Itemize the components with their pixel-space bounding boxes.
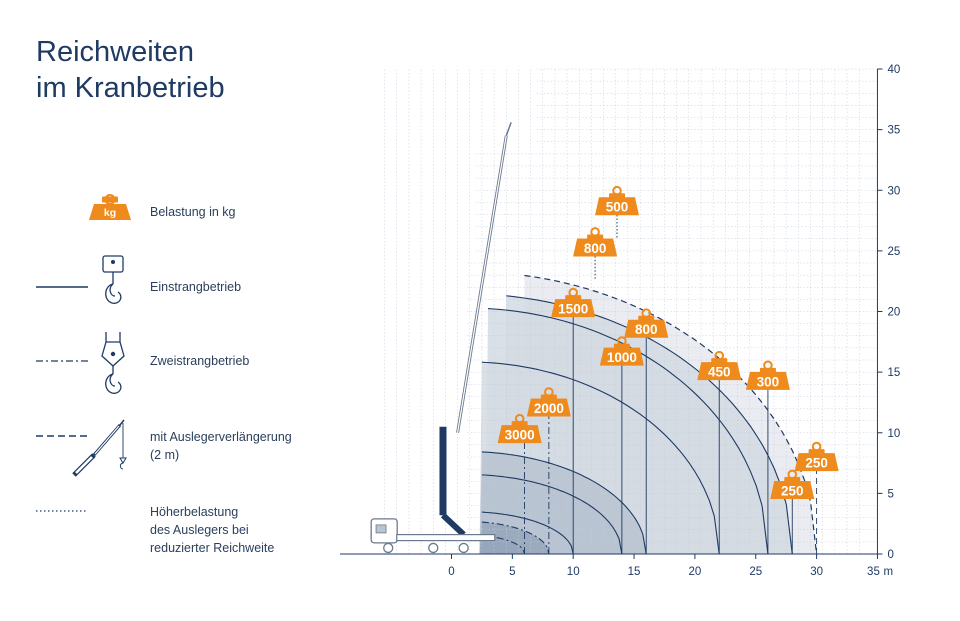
load-label-text: 250: [781, 483, 804, 498]
weight-badge-icon: kg: [89, 194, 131, 220]
y-tick-label: 30: [887, 185, 900, 197]
load-label: 250: [770, 469, 815, 499]
legend-extension-label: mit Auslegerverlängerung (2 m): [150, 428, 292, 464]
load-curve-single: [481, 451, 647, 555]
title-line-1: Reichweiten: [36, 36, 194, 68]
y-tick-label: 40: [887, 64, 900, 76]
load-label: 2000: [526, 387, 571, 417]
load-curve-single: [481, 361, 720, 555]
truck-window: [375, 524, 387, 534]
weight-badge-text: kg: [104, 207, 116, 219]
load-label-text: 2000: [534, 401, 564, 416]
load-label-text: 450: [708, 365, 731, 380]
legend-graphics: kg: [36, 194, 131, 512]
x-tick-label: 10: [567, 566, 580, 578]
load-label: 250: [794, 441, 839, 472]
single-hook-icon: [102, 255, 124, 304]
crane-boom-inner: [456, 135, 507, 433]
y-tick-label: 15: [887, 367, 900, 379]
legend: kg: [0, 0, 340, 621]
load-label-text: 1000: [607, 350, 637, 365]
load-label-text: 1500: [558, 302, 588, 317]
x-tick-label: 30: [810, 566, 823, 578]
load-label: 800: [624, 308, 669, 338]
load-label-text: 3000: [505, 428, 535, 443]
load-curve-single: [481, 511, 574, 555]
y-tick-label: 20: [887, 307, 900, 319]
crane-knuckle: [440, 513, 466, 537]
y-tick-label: 0: [887, 549, 893, 561]
load-label: 1500: [551, 287, 596, 318]
load-label: 300: [745, 360, 790, 390]
truck-bed: [396, 533, 496, 542]
x-tick-label: 35: [867, 566, 880, 578]
load-curve-single: [506, 295, 793, 555]
legend-extension-line-2: (2 m): [150, 448, 180, 462]
truck-wheel: [428, 542, 439, 554]
load-label-text: 300: [757, 374, 780, 389]
y-tick-label: 25: [887, 246, 900, 258]
y-tick-label: 10: [887, 428, 900, 440]
legend-load-label: Belastung in kg: [150, 205, 236, 219]
load-label: 3000: [497, 413, 542, 444]
load-label: 800: [573, 227, 618, 257]
x-tick-label: 20: [689, 566, 702, 578]
crane-truck: [370, 122, 512, 554]
title-line-2: im Kranbetrieb: [36, 72, 225, 104]
load-label: 1000: [599, 336, 644, 366]
load-curve-double: [481, 534, 526, 555]
legend-double-label: Zweistrangbetrieb: [150, 354, 250, 368]
load-curve-single: [481, 474, 623, 555]
x-tick-label: 15: [628, 566, 641, 578]
legend-extension-line-1: mit Auslegerverlängerung: [150, 430, 292, 444]
legend-single-label: Einstrangbetrieb: [150, 280, 242, 294]
load-label-text: 800: [635, 322, 658, 337]
page-title: Reichweiten im Kranbetrieb: [36, 34, 225, 106]
load-label: 450: [697, 350, 742, 381]
y-tick-label: 35: [887, 125, 900, 137]
crane-tip: [505, 122, 512, 136]
x-axis-unit: m: [883, 566, 893, 578]
load-zones: [479, 275, 817, 554]
load-curve-double: [481, 521, 550, 555]
truck-wheel: [383, 542, 394, 554]
truck-wheel: [458, 542, 469, 554]
legend-overload-line-3: reduzierter Reichweite: [150, 541, 275, 555]
load-label: 500: [595, 185, 640, 216]
boom-extension-icon: [72, 419, 127, 477]
load-label-text: 800: [584, 241, 607, 256]
legend-overload-label: Höherbelastung des Auslegers bei reduzie…: [150, 503, 274, 557]
y-tick-label: 5: [887, 488, 893, 500]
load-label-text: 250: [805, 456, 828, 471]
legend-overload-line-1: Höherbelastung: [150, 505, 239, 519]
x-tick-label: 25: [749, 566, 762, 578]
load-label-text: 500: [606, 200, 629, 215]
x-tick-label: 0: [448, 566, 454, 578]
legend-overload-line-2: des Auslegers bei: [150, 523, 249, 537]
double-hook-icon: [101, 332, 125, 394]
x-tick-label: 5: [509, 566, 515, 578]
